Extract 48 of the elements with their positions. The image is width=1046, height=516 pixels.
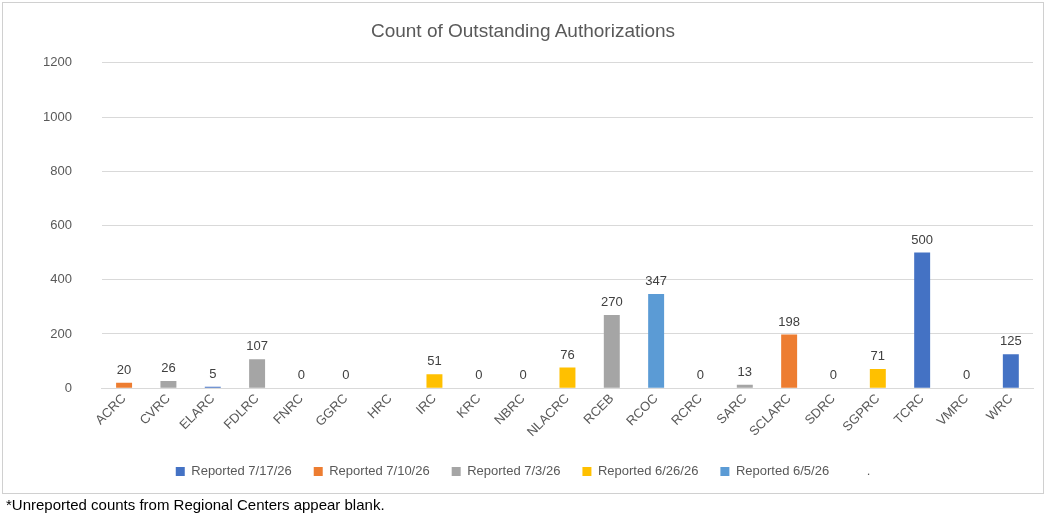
bar bbox=[603, 314, 620, 388]
data-label: 0 bbox=[696, 367, 705, 383]
data-label: 198 bbox=[778, 313, 800, 329]
data-label: 26 bbox=[161, 360, 176, 376]
bar bbox=[160, 381, 177, 388]
data-label: 125 bbox=[999, 333, 1022, 349]
bar bbox=[559, 367, 576, 388]
data-label: 347 bbox=[645, 273, 667, 289]
text: . bbox=[866, 463, 871, 479]
y-tick-label: 600 bbox=[50, 217, 72, 233]
bar bbox=[869, 368, 886, 388]
data-label: 76 bbox=[560, 346, 575, 362]
y-tick-label: 800 bbox=[50, 162, 72, 178]
legend-label: Reported 7/10/26 bbox=[329, 463, 430, 479]
x-tick-label: IRC bbox=[412, 390, 440, 418]
data-label: 71 bbox=[870, 348, 886, 363]
y-tick-label: 1000 bbox=[43, 108, 72, 124]
data-label: 500 bbox=[911, 231, 934, 247]
bar bbox=[781, 334, 798, 388]
bar bbox=[249, 359, 266, 388]
chart-title: Count of Outstanding Authorizations bbox=[370, 19, 676, 41]
data-label: 0 bbox=[297, 367, 306, 383]
bar bbox=[914, 252, 931, 388]
bar bbox=[736, 384, 753, 388]
y-tick-label: 1200 bbox=[43, 54, 72, 70]
text: *Unreported counts from Regional Centers appear blank. bbox=[6, 496, 385, 513]
data-label: 0 bbox=[475, 367, 483, 383]
legend-label: Reported 6/5/26 bbox=[735, 463, 830, 479]
data-label: 0 bbox=[519, 367, 527, 383]
data-label: 0 bbox=[829, 367, 838, 383]
legend-label: Reported 7/3/26 bbox=[467, 463, 561, 479]
data-label: 0 bbox=[342, 367, 350, 383]
data-label: 20 bbox=[116, 361, 132, 377]
data-label: 0 bbox=[962, 367, 971, 383]
bar bbox=[648, 294, 665, 388]
data-label: 5 bbox=[209, 365, 217, 381]
y-tick-label: 400 bbox=[50, 271, 72, 287]
data-label: 51 bbox=[427, 353, 442, 369]
data-label: 13 bbox=[737, 363, 753, 379]
legend-label: Reported 7/17/26 bbox=[191, 463, 292, 479]
bar bbox=[1002, 354, 1019, 388]
data-label: 270 bbox=[600, 294, 623, 310]
data-label: 107 bbox=[246, 338, 268, 354]
bar bbox=[426, 374, 443, 388]
legend-label: Reported 6/26/26 bbox=[597, 463, 699, 479]
y-tick-label: 200 bbox=[50, 325, 72, 341]
bar bbox=[116, 382, 133, 388]
y-tick-label: 0 bbox=[64, 379, 72, 395]
